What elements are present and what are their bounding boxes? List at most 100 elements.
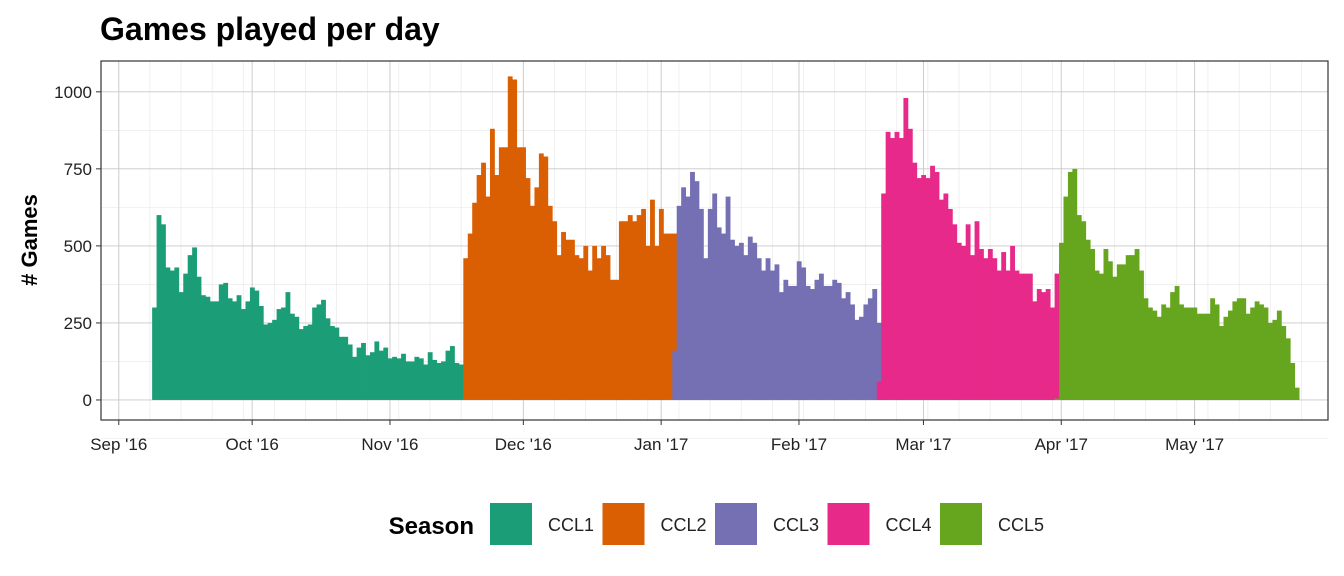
legend-key-ccl4: [827, 503, 870, 545]
bar-ccl3: [743, 255, 749, 400]
bar-ccl4: [1005, 270, 1011, 400]
bar-ccl3: [725, 196, 731, 400]
bar-ccl2: [658, 208, 664, 400]
bar-ccl2: [525, 178, 531, 400]
bar-ccl2: [498, 147, 504, 400]
bar-ccl4: [1010, 245, 1015, 400]
bar-ccl3: [707, 208, 713, 400]
bar-ccl5: [1072, 168, 1078, 400]
bar-ccl1: [156, 215, 162, 400]
bar-ccl5: [1090, 248, 1096, 400]
bar-ccl1: [432, 359, 438, 400]
bar-ccl2: [601, 245, 606, 400]
bar-ccl5: [1139, 270, 1144, 400]
bar-ccl4: [876, 381, 882, 400]
bar-ccl5: [1174, 285, 1180, 400]
bar-ccl1: [241, 309, 246, 400]
bar-ccl5: [1076, 215, 1082, 400]
bar-ccl5: [1259, 304, 1264, 400]
bar-ccl5: [1245, 313, 1251, 400]
bar-ccl5: [1254, 301, 1260, 400]
bar-ccl1: [201, 295, 206, 400]
bar-ccl1: [214, 301, 220, 400]
bar-ccl4: [947, 208, 953, 400]
bar-ccl2: [641, 208, 646, 400]
bar-ccl1: [169, 270, 175, 400]
bar-ccl2: [534, 187, 540, 400]
bar-ccl5: [1152, 310, 1158, 400]
bar-ccl2: [587, 270, 593, 400]
bar-ccl1: [352, 356, 358, 400]
legend-title: Season: [389, 513, 474, 540]
bar-ccl2: [530, 205, 535, 400]
bar-ccl5: [1223, 316, 1229, 400]
bar-ccl2: [565, 239, 571, 400]
bar-ccl4: [1045, 289, 1051, 400]
bar-ccl5: [1134, 248, 1140, 400]
bar-ccl4: [939, 199, 944, 400]
bar-ccl2: [583, 245, 589, 400]
bar-ccl1: [374, 341, 380, 400]
bar-ccl3: [801, 267, 807, 400]
bar-ccl1: [414, 356, 420, 400]
bar-ccl1: [298, 329, 304, 400]
bar-ccl3: [681, 187, 687, 400]
bar-ccl4: [974, 221, 980, 400]
bar-ccl4: [1027, 273, 1033, 400]
bar-ccl3: [770, 270, 775, 400]
bar-ccl3: [863, 304, 869, 400]
bar-ccl1: [449, 346, 455, 400]
bar-ccl3: [761, 270, 767, 400]
y-axis-label: # Games: [17, 194, 42, 286]
bar-ccl1: [303, 326, 309, 400]
bar-ccl3: [712, 193, 718, 400]
bar-ccl1: [365, 355, 371, 400]
bar-ccl4: [885, 131, 891, 400]
bar-ccl5: [1236, 298, 1242, 400]
bar-ccl1: [249, 287, 255, 400]
bar-ccl2: [556, 255, 562, 400]
bar-ccl3: [841, 298, 847, 400]
bar-ccl5: [1241, 298, 1247, 400]
legend-label-ccl1: CCL1: [548, 515, 594, 535]
bar-ccl2: [481, 162, 486, 400]
bar-ccl1: [245, 301, 251, 400]
bar-ccl5: [1263, 307, 1269, 400]
bar-ccl4: [890, 138, 895, 400]
bar-ccl3: [765, 258, 771, 400]
bar-ccl2: [516, 147, 522, 400]
bar-ccl5: [1143, 298, 1149, 400]
bar-ccl1: [227, 298, 233, 400]
bar-ccl5: [1116, 264, 1122, 400]
bar-ccl1: [183, 273, 189, 400]
bar-ccl2: [489, 128, 495, 400]
bar-ccl1: [263, 324, 269, 400]
bar-ccl5: [1161, 304, 1167, 400]
bar-ccl2: [614, 279, 620, 400]
bar-ccl3: [694, 181, 700, 400]
bar-ccl4: [1023, 273, 1029, 400]
bar-ccl5: [1179, 304, 1184, 400]
bar-ccl3: [787, 285, 793, 400]
bar-ccl1: [441, 361, 446, 400]
bar-ccl3: [734, 245, 740, 400]
bar-ccl5: [1081, 221, 1087, 400]
bar-ccl3: [805, 285, 811, 400]
y-tick-label: 750: [64, 160, 92, 179]
bar-ccl1: [383, 347, 389, 400]
bar-ccl1: [387, 358, 393, 400]
x-tick-label: Apr '17: [1035, 435, 1088, 454]
bar-ccl5: [1250, 307, 1256, 400]
bar-ccl2: [507, 76, 513, 400]
bar-ccl5: [1267, 322, 1273, 400]
bars: [152, 76, 1300, 400]
bar-ccl4: [930, 165, 935, 400]
bar-ccl5: [1107, 261, 1113, 400]
bar-ccl4: [894, 131, 900, 400]
bar-ccl4: [1050, 307, 1055, 400]
bar-ccl5: [1285, 338, 1291, 400]
bar-ccl3: [823, 285, 829, 400]
bar-ccl4: [916, 178, 922, 400]
bar-ccl5: [1192, 307, 1198, 400]
